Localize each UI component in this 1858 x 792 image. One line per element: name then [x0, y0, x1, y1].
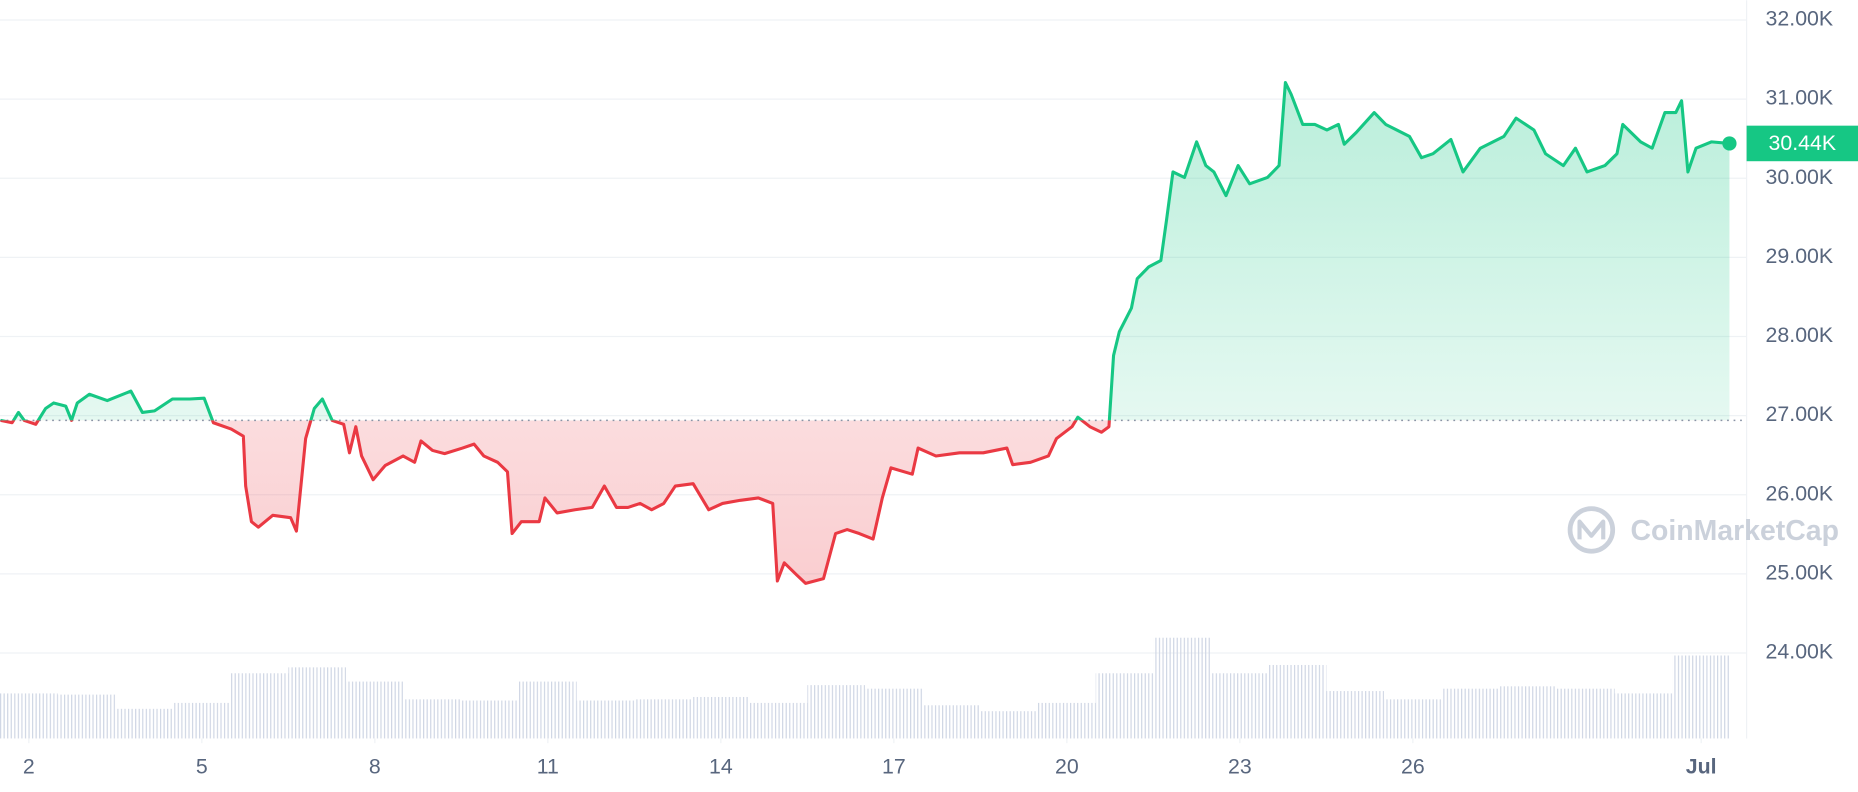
volume-bar: [115, 708, 174, 739]
volume-bar: [692, 696, 750, 739]
x-tick-label: 8: [369, 755, 381, 779]
y-tick-label: 32.00K: [1766, 7, 1834, 31]
volume-bar: [749, 702, 808, 739]
volume-bar: [1384, 699, 1442, 739]
x-tick-label: 17: [882, 755, 906, 779]
volume-bar: [173, 702, 231, 739]
y-tick-label: 31.00K: [1766, 86, 1834, 110]
volume-bar: [461, 700, 520, 739]
x-tick-label: 14: [709, 755, 733, 779]
y-tick-label: 28.00K: [1766, 323, 1834, 347]
volume-bar: [1038, 702, 1096, 739]
volume-bar: [634, 699, 693, 739]
watermark-logo-mark: [1577, 519, 1606, 540]
price-line-up: [0, 80, 1730, 421]
x-tick-label: 2: [23, 755, 35, 779]
price-line-down: [0, 420, 1111, 585]
volume-bar: [1441, 688, 1500, 739]
watermark-logo: [1567, 506, 1616, 554]
last-point: [1722, 136, 1737, 151]
volume-bar: [1153, 637, 1212, 739]
x-tick-label: 11: [537, 755, 559, 779]
y-tick-label: 29.00K: [1766, 244, 1834, 268]
price-tag-label: 30.44K: [1769, 131, 1837, 155]
volume-bar: [519, 681, 577, 739]
volume-bar: [230, 673, 289, 739]
y-tick-label: 24.00K: [1766, 640, 1834, 664]
x-tick-label: 26: [1401, 755, 1425, 779]
volume-bar: [865, 688, 923, 739]
areas: [0, 82, 1730, 584]
y-tick-label: 30.00K: [1766, 165, 1834, 189]
volume-bar: [1499, 686, 1558, 739]
volume-bar: [1557, 688, 1615, 739]
volume-bar: [1211, 673, 1269, 739]
x-tick-label: 5: [196, 755, 208, 779]
x-tick-label: 23: [1228, 755, 1252, 779]
volume-bar: [346, 681, 404, 739]
volume-bar: [922, 705, 981, 739]
axes: 24.00K 25.00K 26.00K 27.00K 28.00K 29.00K 30.0…: [23, 0, 1858, 779]
y-tick-label: 27.00K: [1766, 402, 1834, 426]
volume-bar: [1268, 664, 1327, 739]
x-tick-label: Jul: [1686, 755, 1717, 779]
x-tick-label: 20: [1055, 755, 1079, 779]
watermark-text: CoinMarketCap: [1630, 515, 1838, 547]
volume-bar: [576, 700, 635, 739]
volume-bar: [1095, 673, 1154, 739]
volume-bar: [0, 693, 58, 739]
volume-bar: [1614, 693, 1673, 739]
lines: [0, 80, 1747, 585]
volume-bar: [1672, 655, 1731, 739]
volume-bar: [980, 711, 1039, 739]
y-tick-label: 25.00K: [1766, 560, 1834, 584]
volume-bar: [57, 694, 116, 739]
volume-bar: [807, 685, 866, 739]
volume-bar: [1326, 691, 1385, 739]
volume-bar: [403, 699, 462, 739]
y-tick-label: 26.00K: [1766, 481, 1834, 505]
watermark: CoinMarketCap: [1567, 506, 1839, 554]
volume: [0, 637, 1731, 739]
volume-bar: [288, 667, 347, 739]
area-up: [0, 82, 1730, 421]
price-tag: [1746, 125, 1858, 162]
